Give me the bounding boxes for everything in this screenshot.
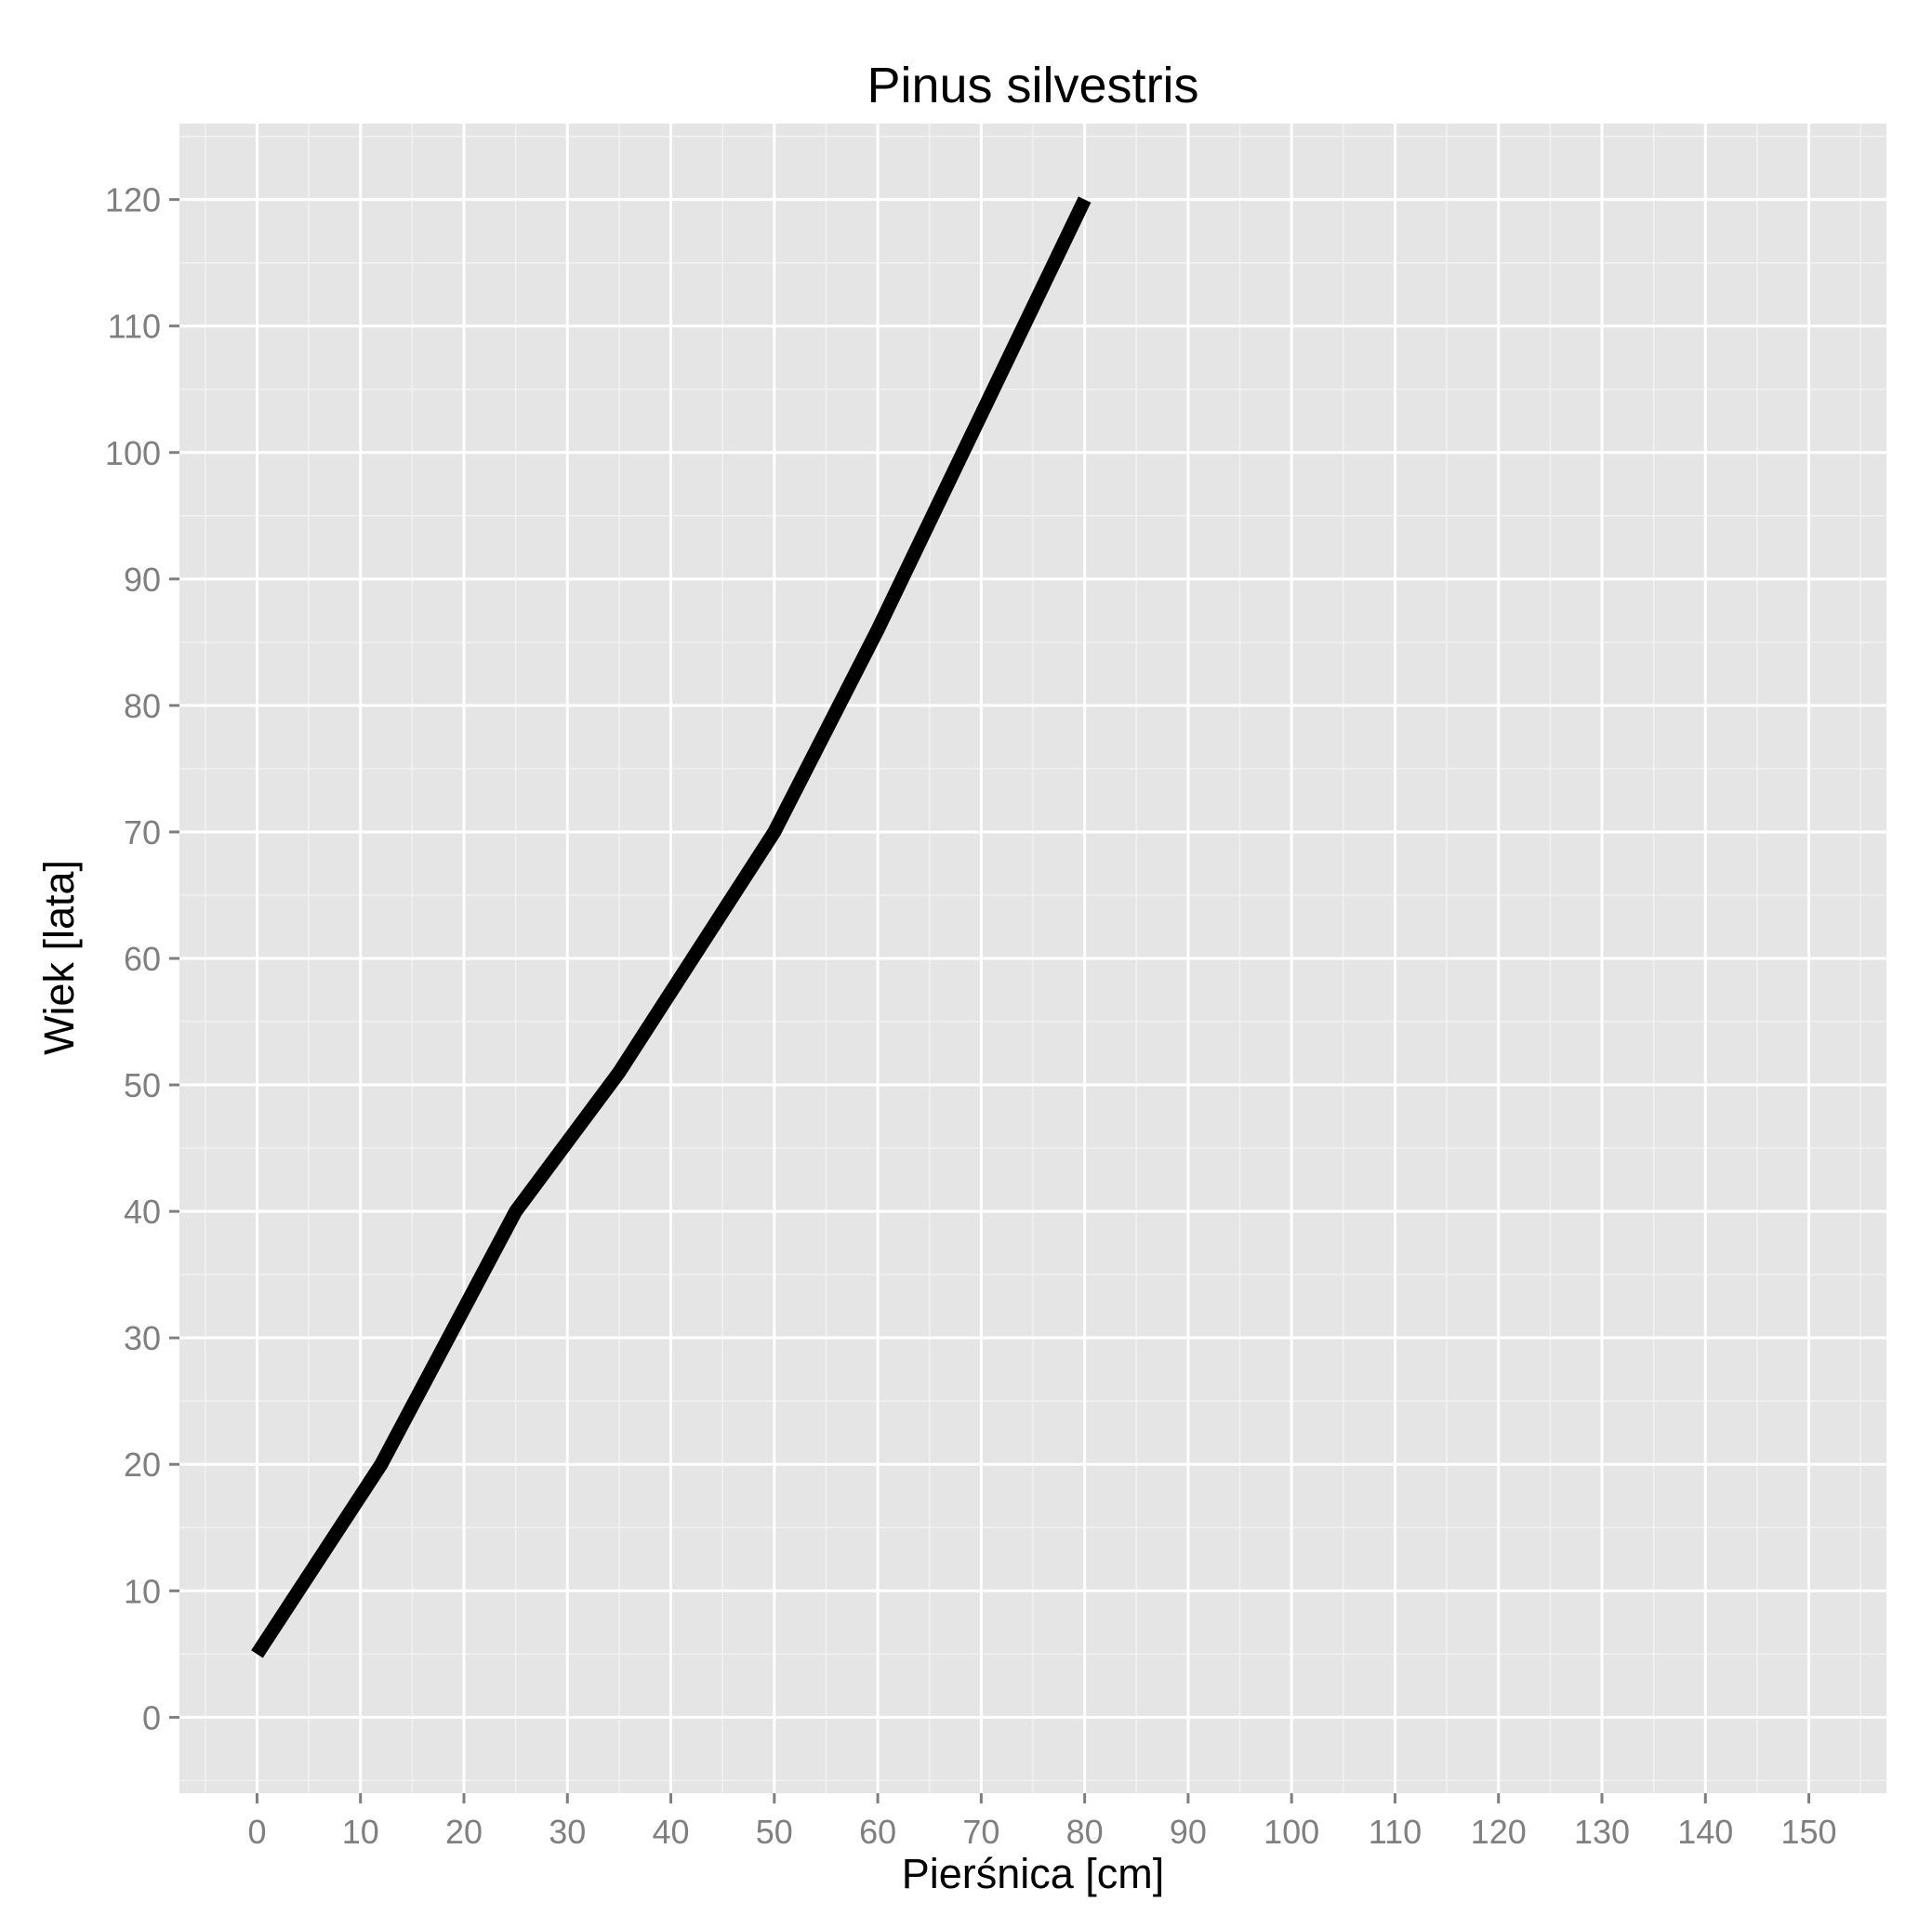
y-tick-label: 50	[124, 1066, 161, 1104]
y-tick-label: 120	[105, 181, 161, 219]
y-tick-label: 70	[124, 813, 161, 852]
y-tick-label: 40	[124, 1193, 161, 1231]
x-tick-label: 0	[247, 1813, 266, 1851]
x-tick-label: 120	[1471, 1813, 1527, 1851]
y-tick-label: 20	[124, 1446, 161, 1484]
x-tick-label: 130	[1574, 1813, 1630, 1851]
x-axis-title: Pierśnica [cm]	[901, 1850, 1165, 1897]
y-tick-label: 90	[124, 561, 161, 599]
x-tick-label: 140	[1677, 1813, 1733, 1851]
y-tick-label: 110	[108, 308, 161, 346]
x-tick-label: 50	[756, 1813, 793, 1851]
y-tick-label: 30	[124, 1319, 161, 1357]
y-tick-label: 100	[105, 434, 161, 472]
x-tick-label: 40	[653, 1813, 690, 1851]
x-tick-label: 110	[1369, 1813, 1422, 1851]
x-tick-label: 10	[342, 1813, 379, 1851]
y-tick-label: 80	[124, 687, 161, 725]
series-line	[251, 196, 1092, 1658]
x-tick-label: 60	[859, 1813, 896, 1851]
x-tick-label: 150	[1781, 1813, 1837, 1851]
x-tick-label: 100	[1264, 1813, 1319, 1851]
x-tick-label: 90	[1170, 1813, 1207, 1851]
y-axis-title: Wiek [lata]	[35, 859, 83, 1056]
y-tick-label: 60	[124, 940, 161, 978]
x-tick-label: 30	[549, 1813, 586, 1851]
x-tick-label: 80	[1066, 1813, 1104, 1851]
y-tick-label: 0	[142, 1698, 161, 1737]
x-tick-label: 70	[962, 1813, 999, 1851]
x-tick-label: 20	[445, 1813, 483, 1851]
y-tick-label: 10	[124, 1572, 161, 1610]
chart-title: Pinus silvestris	[867, 58, 1199, 113]
